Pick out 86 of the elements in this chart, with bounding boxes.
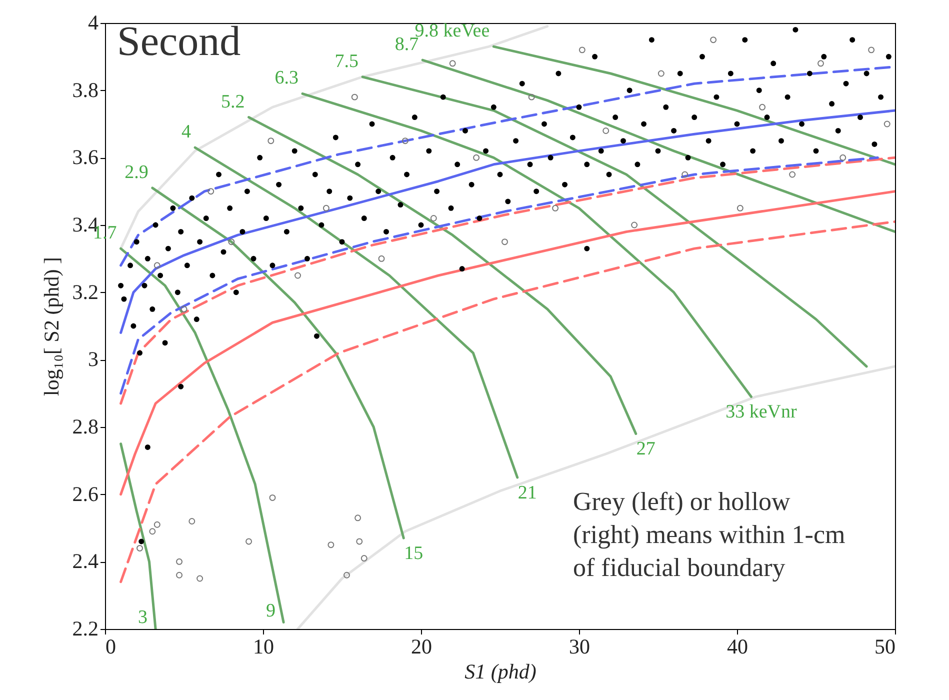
point	[502, 238, 508, 246]
point	[176, 558, 182, 565]
point	[736, 204, 744, 212]
point	[378, 255, 385, 262]
point	[196, 575, 204, 582]
y-tick-label: 3	[88, 347, 98, 372]
y-tick-label: 2.6	[72, 482, 98, 506]
x-axis-title: S1 (phd)	[464, 660, 536, 684]
line-series	[120, 247, 285, 624]
x-tick-label: 30	[569, 634, 590, 658]
y-tick-label: 2.4	[72, 549, 99, 574]
point	[818, 60, 824, 67]
annotation: 4	[182, 122, 192, 143]
annotation: 27	[636, 438, 656, 460]
y-tick-label: 3.2	[72, 280, 98, 304]
y-tick-label: 2.2	[72, 616, 98, 640]
annotation: 5.2	[221, 91, 245, 112]
line-series	[194, 146, 519, 479]
point	[188, 518, 196, 524]
point	[356, 538, 363, 545]
point	[868, 46, 875, 54]
y-tick-label: 2.8	[72, 414, 98, 438]
x-tick-label: 20	[411, 634, 432, 658]
y-tick-label: 3.6	[72, 145, 98, 170]
point	[180, 306, 188, 312]
point	[473, 154, 480, 161]
x-tick-label: 0	[106, 634, 116, 658]
point	[789, 171, 796, 178]
point	[351, 94, 358, 100]
annotation: 21	[518, 482, 537, 504]
annotation: 6.3	[274, 68, 298, 89]
point	[149, 528, 156, 535]
point	[344, 572, 350, 578]
point	[631, 222, 638, 228]
y-axis-title: log₁₀[ S2 (phd) ]	[39, 257, 64, 396]
x-tick-label: 50	[874, 634, 896, 658]
point	[528, 94, 535, 100]
line-series	[248, 116, 638, 435]
point	[710, 36, 717, 44]
annotation: 7.5	[334, 50, 359, 72]
y-tick-label: 4	[88, 10, 99, 34]
point	[354, 514, 362, 522]
point	[154, 262, 160, 269]
point	[840, 154, 846, 161]
point	[268, 138, 274, 144]
point	[269, 494, 276, 501]
point	[578, 46, 586, 54]
line-series	[120, 220, 895, 584]
point	[322, 204, 330, 212]
y-tick-label: 3.8	[72, 78, 98, 102]
point	[402, 138, 408, 144]
annotation: 15	[404, 543, 424, 564]
line-series	[120, 109, 895, 334]
point	[294, 272, 301, 279]
point	[658, 70, 664, 77]
x-tick-label: 40	[727, 634, 748, 658]
annotation: 33 keVnr	[726, 402, 798, 423]
point	[208, 188, 214, 195]
line-series	[120, 25, 549, 250]
line-series	[361, 76, 868, 368]
point	[759, 104, 766, 110]
point	[430, 215, 437, 222]
point	[228, 238, 235, 246]
point	[449, 60, 456, 67]
point	[176, 572, 182, 578]
point	[136, 544, 143, 552]
line-series	[151, 186, 405, 540]
annotation: Grey (left) or hollow (right) means within 1-cm of fiducial boundary	[573, 487, 846, 582]
point	[154, 521, 160, 528]
line-series	[296, 365, 895, 629]
annotation: 9	[266, 600, 276, 622]
point	[884, 120, 890, 128]
line-series	[301, 92, 752, 398]
line-series	[120, 442, 157, 629]
point	[552, 204, 559, 212]
point	[246, 538, 252, 545]
line-series	[421, 58, 895, 233]
point	[328, 542, 334, 548]
point	[360, 555, 368, 562]
line-series	[492, 45, 895, 166]
annotation: 2.9	[124, 162, 148, 183]
point	[682, 171, 688, 178]
chart-title: Second	[117, 19, 241, 65]
point	[602, 128, 610, 134]
annotation: 3	[138, 607, 148, 628]
x-tick-label: 10	[253, 634, 274, 658]
